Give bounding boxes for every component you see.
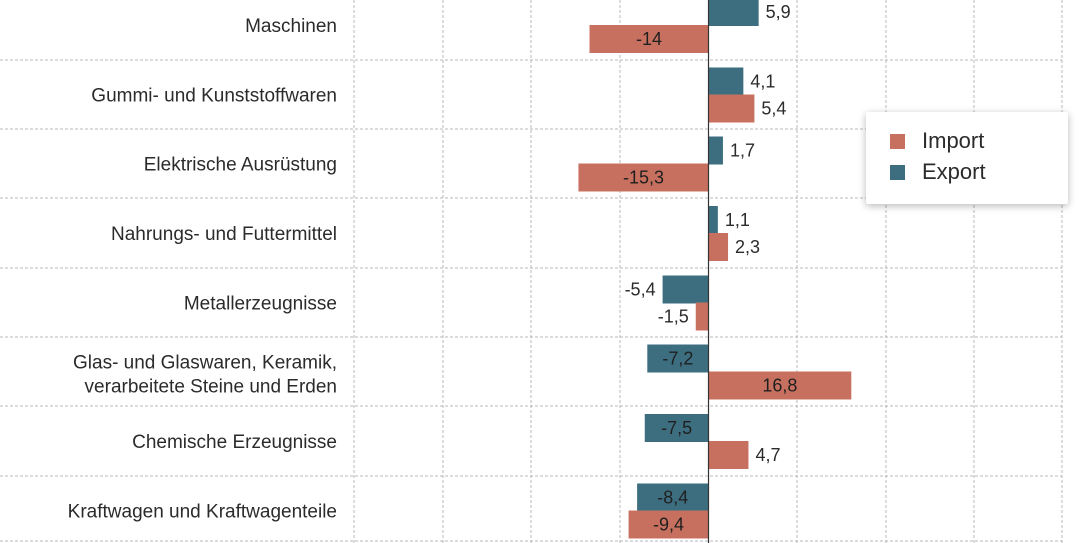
import-value-label: -14 bbox=[636, 29, 662, 49]
export-value-label: 1,1 bbox=[725, 210, 750, 230]
legend-item-export: Export bbox=[890, 157, 986, 187]
import-bar bbox=[708, 441, 749, 469]
export-value-label: 5,9 bbox=[766, 2, 791, 22]
legend-swatch-export bbox=[890, 164, 905, 180]
import-bar bbox=[695, 302, 709, 331]
import-bar bbox=[708, 233, 729, 261]
import-value-label: -15,3 bbox=[623, 168, 664, 188]
category-label: Metallerzeugnisse bbox=[184, 294, 337, 315]
category-label: Kraftwagen und Kraftwagenteile bbox=[68, 502, 337, 523]
export-value-label: -7,2 bbox=[662, 349, 693, 369]
import-bar bbox=[708, 371, 852, 400]
legend-item-import: Import bbox=[890, 126, 984, 156]
category-label: Maschinen bbox=[245, 16, 337, 37]
import-value-label: 16,8 bbox=[762, 376, 797, 396]
import-bar bbox=[708, 94, 755, 123]
category-label: Elektrische Ausrüstung bbox=[144, 155, 337, 176]
import-bar bbox=[628, 510, 709, 539]
category-label: Gummi- und Kunststoffwaren bbox=[91, 86, 337, 107]
export-bar bbox=[662, 275, 709, 304]
import-value-label: 5,4 bbox=[761, 99, 786, 119]
category-label: Glas- und Glaswaren, Keramik, verarbeitet… bbox=[73, 353, 337, 398]
export-bar bbox=[708, 67, 744, 96]
export-value-label: 4,1 bbox=[750, 72, 775, 92]
export-value-label: 1,7 bbox=[730, 141, 755, 161]
export-bar bbox=[644, 414, 709, 442]
import-value-label: -9,4 bbox=[653, 515, 684, 535]
category-label: Chemische Erzeugnisse bbox=[132, 432, 337, 453]
category-label: Nahrungs- und Futtermittel bbox=[111, 224, 337, 245]
legend-label-export: Export bbox=[922, 159, 986, 184]
import-value-label: -1,5 bbox=[658, 307, 689, 327]
export-bar bbox=[708, 206, 718, 234]
import-bar bbox=[589, 25, 709, 53]
export-bar bbox=[708, 136, 723, 165]
export-bar bbox=[647, 344, 709, 373]
import-value-label: 2,3 bbox=[735, 237, 760, 257]
legend-swatch-import bbox=[890, 133, 905, 149]
import-bar bbox=[578, 163, 709, 192]
export-bar bbox=[637, 483, 709, 512]
export-value-label: -7,5 bbox=[661, 418, 692, 438]
import-value-label: 4,7 bbox=[755, 445, 780, 465]
export-bar bbox=[708, 0, 759, 26]
export-value-label: -5,4 bbox=[625, 280, 656, 300]
legend-label-import: Import bbox=[922, 128, 985, 153]
export-value-label: -8,4 bbox=[657, 488, 688, 508]
legend: Import Export bbox=[866, 112, 1068, 204]
